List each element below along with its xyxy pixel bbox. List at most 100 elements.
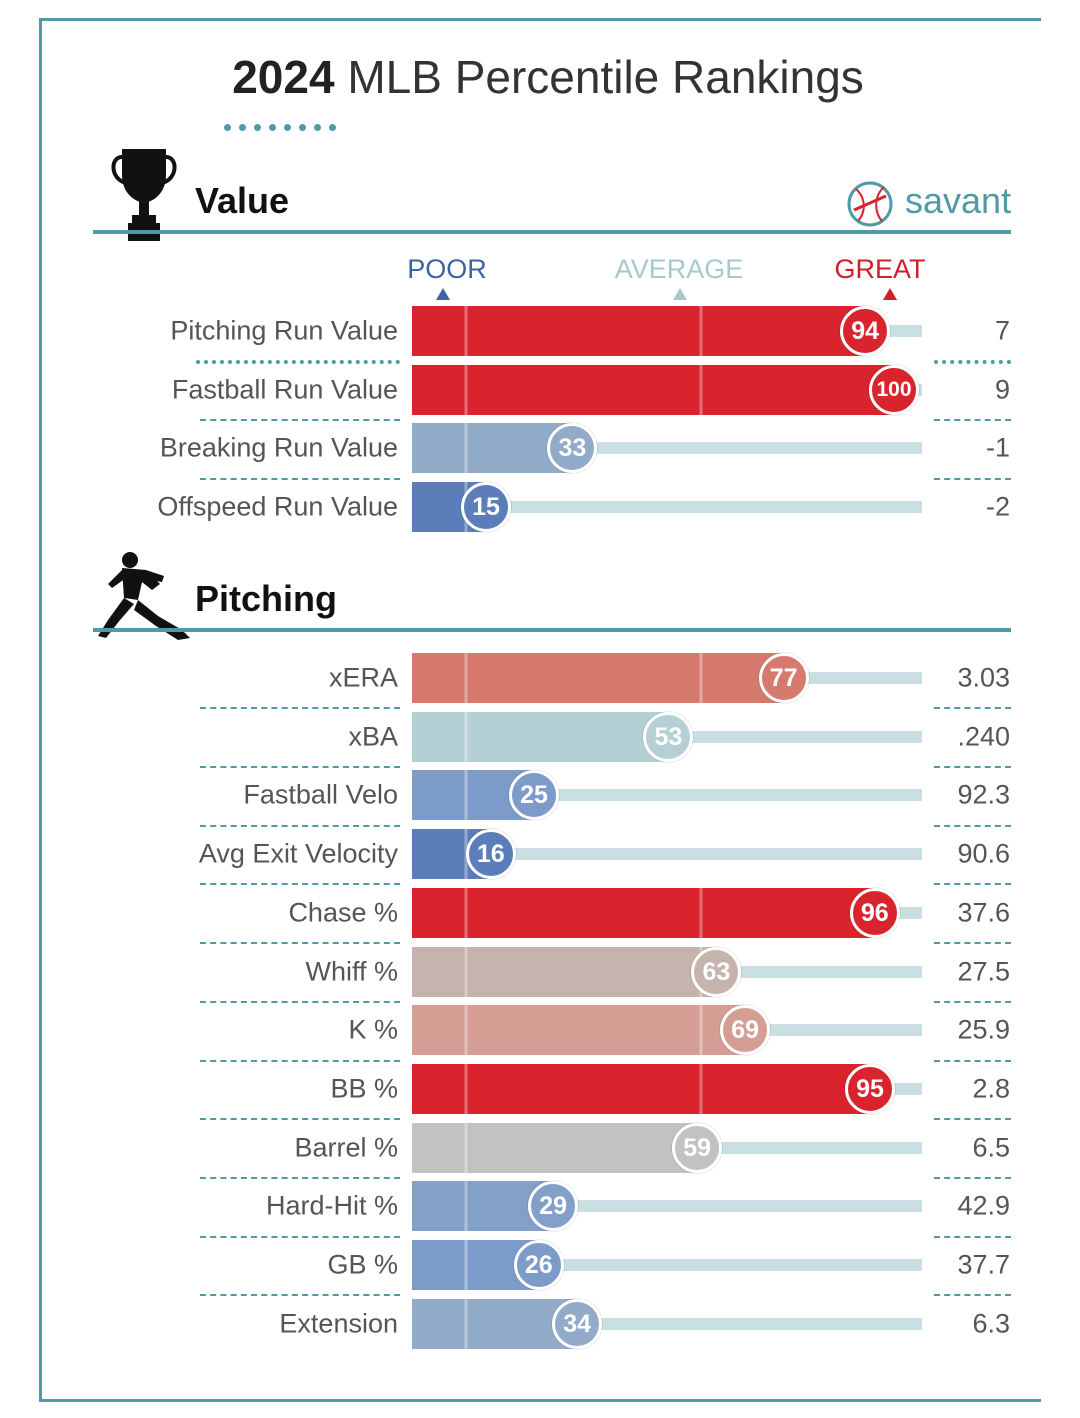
- metric-label-avg-exit-velocity: Avg Exit Velocity: [198, 838, 398, 869]
- bar-chase: [412, 887, 875, 938]
- metric-value-barrel: 6.5: [972, 1132, 1010, 1163]
- scale-label-great: GREAT: [834, 254, 926, 284]
- bar-whiff: [412, 946, 717, 997]
- percentile-badge-hard-hit: 29: [528, 1181, 579, 1232]
- bar-bb: [412, 1063, 870, 1114]
- metric-label-hard-hit: Hard-Hit %: [265, 1190, 398, 1221]
- scale-arrow-average: [673, 288, 687, 300]
- metric-value-pitching-run-value: 7: [994, 315, 1010, 346]
- title-dots-decoration: [224, 118, 344, 136]
- row-separator-right: [934, 766, 1011, 769]
- row-separator-right: [934, 1176, 1011, 1179]
- gridline-whiff-0: [464, 946, 468, 997]
- percentile-badge-extension: 34: [552, 1298, 603, 1349]
- gridline-pitching-run-value-1: [699, 306, 703, 356]
- metric-label-breaking-run-value: Breaking Run Value: [159, 432, 398, 463]
- row-separator-right: [934, 1000, 1011, 1003]
- percentile-badge-breaking-run-value: 33: [547, 423, 598, 474]
- row-separator-left: [200, 1059, 400, 1062]
- baseball-icon: [847, 181, 893, 227]
- gridline-pitching-run-value-0: [464, 306, 468, 356]
- row-separator-left: [200, 883, 400, 886]
- gridline-chase-0: [464, 887, 468, 938]
- gridline-hard-hit-0: [464, 1181, 468, 1232]
- metric-value-fastball-run-value: 9: [994, 374, 1010, 405]
- metric-value-extension: 6.3: [972, 1308, 1010, 1339]
- percentile-badge-xba: 53: [643, 711, 694, 762]
- metric-label-extension: Extension: [279, 1308, 398, 1339]
- metric-label-barrel: Barrel %: [294, 1132, 398, 1163]
- percentile-badge-xera: 77: [758, 653, 809, 703]
- gridline-extension-0: [464, 1298, 468, 1349]
- metric-value-xera: 3.03: [957, 662, 1010, 693]
- metric-value-xba: .240: [957, 721, 1010, 752]
- gridline-k-1: [699, 1005, 703, 1056]
- percentile-badge-chase: 96: [849, 887, 900, 938]
- scale-arrow-great: [883, 288, 897, 300]
- section-title-pitching: Pitching: [195, 578, 337, 619]
- frame-left-border: [39, 18, 42, 1402]
- row-separator-right: [934, 824, 1011, 827]
- metric-label-pitching-run-value: Pitching Run Value: [170, 315, 398, 346]
- frame-top-border: [39, 18, 1041, 21]
- metric-value-whiff: 27.5: [957, 956, 1010, 986]
- gridline-bb-1: [699, 1063, 703, 1114]
- gridline-fastball-velo-0: [464, 770, 468, 821]
- metric-label-fastball-velo: Fastball Velo: [243, 779, 398, 810]
- row-separator-right: [934, 1118, 1011, 1121]
- gridline-xera-1: [699, 653, 703, 703]
- metric-label-chase: Chase %: [288, 897, 398, 928]
- percentile-badge-pitching-run-value: 94: [840, 306, 891, 356]
- metric-value-chase: 37.6: [957, 897, 1010, 928]
- bar-k: [412, 1005, 746, 1056]
- metric-value-gb: 37.7: [957, 1249, 1010, 1280]
- row-separator-right: [934, 942, 1011, 945]
- title-text: MLB Percentile Rankings: [347, 51, 864, 103]
- row-separator-right: [934, 477, 1011, 480]
- percentile-badge-bb: 95: [845, 1063, 895, 1114]
- percentile-badge-fastball-run-value: 100: [869, 364, 919, 415]
- gridline-k-0: [464, 1005, 468, 1056]
- track-offspeed-run-value: [412, 501, 922, 514]
- scale-label-average: AVERAGE: [614, 254, 744, 284]
- metric-value-offspeed-run-value: -2: [985, 491, 1010, 522]
- section-rule-pitching: [93, 628, 1011, 632]
- metric-value-fastball-velo: 92.3: [957, 779, 1010, 810]
- gridline-fastball-run-value-1: [699, 364, 703, 415]
- row-separator-left: [200, 707, 400, 710]
- gridline-breaking-run-value-0: [464, 423, 468, 474]
- metric-value-k: 25.9: [957, 1014, 1010, 1045]
- row-separator-left: [200, 1176, 400, 1179]
- metric-value-avg-exit-velocity: 90.6: [957, 838, 1010, 869]
- row-separator-left: [200, 419, 400, 422]
- gridline-bb-0: [464, 1063, 468, 1114]
- row-separator-left: [200, 1294, 400, 1297]
- metric-label-xba: xBA: [348, 721, 398, 752]
- row-separator-right: [934, 707, 1011, 710]
- row-separator-left: [200, 1235, 400, 1238]
- gridline-fastball-run-value-0: [464, 364, 468, 415]
- metric-label-whiff: Whiff %: [305, 956, 398, 986]
- section-title-value: Value: [195, 180, 290, 221]
- metric-label-fastball-run-value: Fastball Run Value: [171, 374, 398, 405]
- percentile-badge-fastball-velo: 25: [509, 770, 559, 821]
- metric-label-offspeed-run-value: Offspeed Run Value: [157, 491, 398, 522]
- row-separator-left: [200, 1000, 400, 1003]
- gridline-gb-0: [464, 1240, 468, 1290]
- row-separator-right: [934, 883, 1011, 886]
- gridline-xera-0: [464, 653, 468, 703]
- metric-value-hard-hit: 42.9: [957, 1190, 1010, 1221]
- metric-value-bb: 2.8: [972, 1073, 1010, 1104]
- scale-label-poor: POOR: [407, 254, 487, 284]
- percentile-badge-avg-exit-velocity: 16: [465, 829, 516, 880]
- page-title: 2024 MLB Percentile Rankings: [0, 50, 1080, 104]
- trophy-icon: [111, 149, 177, 241]
- percentile-badge-k: 69: [720, 1005, 771, 1056]
- row-separator-right: [934, 1059, 1011, 1062]
- row-separator-right: [934, 360, 1011, 365]
- bar-xera: [412, 653, 784, 703]
- bar-breaking-run-value: [412, 423, 573, 474]
- bar-pitching-run-value: [412, 306, 866, 356]
- metric-label-xera: xERA: [328, 662, 398, 693]
- row-separator-left: [200, 1118, 400, 1121]
